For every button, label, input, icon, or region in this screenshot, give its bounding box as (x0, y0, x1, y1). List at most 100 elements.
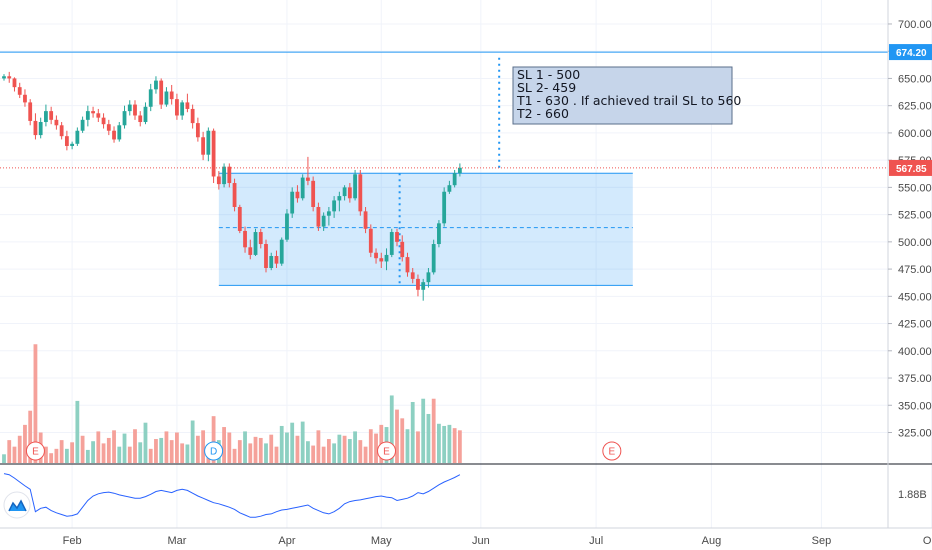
time-tick-label: Apr (278, 535, 295, 547)
level-badge-label: 674.20 (896, 48, 927, 59)
volume-bar (337, 434, 342, 463)
volume-bar (28, 410, 33, 463)
volume-bar (96, 431, 101, 463)
logo (3, 491, 31, 519)
price-tick-label: 700.00 (898, 19, 932, 31)
last-price-badge[interactable] (889, 159, 932, 176)
candle-body (211, 130, 216, 177)
candle-body (117, 125, 122, 140)
range-box-fill[interactable] (218, 173, 633, 286)
price-tick-label: 450.00 (898, 291, 932, 303)
volume-bar (154, 439, 158, 463)
event-marker[interactable] (377, 441, 397, 461)
candle-body (7, 76, 12, 79)
candle-body (321, 215, 326, 227)
volume-bar (80, 435, 85, 463)
candle-body (353, 174, 357, 199)
event-marker-label: D (210, 447, 217, 458)
price-tick-label: 600.00 (898, 128, 932, 140)
logo-outline (8, 499, 27, 512)
volume-bar (368, 429, 373, 463)
price-tick-label: 475.00 (898, 264, 932, 276)
candle-body (311, 180, 316, 207)
volume-bar (400, 418, 405, 463)
candle-body (159, 80, 164, 105)
last-price-badge-label: 567.85 (896, 164, 927, 175)
time-tick-label: Feb (63, 535, 82, 547)
candle-body (269, 256, 274, 268)
price-tick-label: 425.00 (898, 319, 932, 331)
volume-bar (269, 434, 274, 463)
time-tick-label: Sep (812, 535, 832, 547)
annotation-box[interactable] (512, 66, 733, 125)
price-tick-label: 350.00 (898, 400, 932, 412)
time-tick-label: Jul (589, 535, 603, 547)
volume-bar (148, 448, 153, 463)
annotation-line: T1 - 630 . If achieved trail SL to 560 (516, 93, 741, 108)
candle-body (190, 108, 195, 124)
grid (0, 0, 932, 528)
candle-body (222, 166, 226, 185)
candle-body (347, 187, 352, 199)
candle-body (374, 252, 378, 259)
candle-body (91, 111, 95, 114)
volume-bar (374, 433, 378, 463)
candle-body (164, 91, 169, 105)
volume-bar (17, 435, 22, 463)
candle-body (75, 130, 80, 144)
volume-bar (410, 401, 415, 463)
volume-bar (59, 440, 64, 463)
candle-body (33, 120, 38, 136)
volume-bar (306, 441, 310, 463)
candle-body (80, 119, 85, 131)
volume-bar (342, 435, 347, 463)
candle-body (101, 117, 106, 125)
volume-bar (91, 441, 95, 463)
volume-bar (264, 443, 268, 463)
volume-bar (117, 446, 122, 463)
candle-body (195, 123, 200, 138)
event-marker[interactable] (602, 441, 622, 461)
candle-body (127, 104, 132, 112)
candle-body (206, 130, 211, 155)
candle-body (416, 278, 420, 290)
candle-body (332, 200, 337, 212)
price-levels[interactable] (0, 51, 888, 169)
level-badge[interactable] (889, 44, 932, 61)
volume-bar (64, 448, 69, 463)
volume-bar (326, 439, 331, 463)
candle-body (426, 272, 431, 283)
volume-bar (44, 446, 48, 463)
volume-bar (279, 425, 284, 463)
candle-body (457, 167, 462, 174)
candle-body (70, 143, 75, 146)
volume-bar (358, 440, 363, 463)
time-tick-label: Mar (167, 535, 186, 547)
candle-body (306, 177, 310, 181)
event-marker[interactable] (25, 441, 45, 461)
candle-body (185, 102, 190, 109)
volume-bar (347, 439, 352, 463)
price-tick-label: 550.00 (898, 182, 932, 194)
annotation-line: SL 2- 459 (517, 80, 576, 95)
volume-bar (332, 443, 337, 463)
volume-bar (106, 437, 111, 463)
candle-body (253, 232, 258, 255)
candle-body (368, 228, 373, 253)
volume-bar (248, 443, 253, 463)
candle-body (243, 230, 247, 248)
candle-body (175, 99, 179, 116)
candle-body (447, 185, 452, 192)
candle-body (279, 239, 284, 264)
candle-body (143, 106, 148, 123)
candle-body (12, 78, 17, 88)
volume-bar (437, 423, 441, 463)
candle-body (363, 211, 368, 229)
candle-body (337, 196, 342, 201)
event-marker[interactable] (204, 441, 224, 461)
event-marker-label: E (609, 447, 616, 458)
candle-body (38, 122, 43, 136)
